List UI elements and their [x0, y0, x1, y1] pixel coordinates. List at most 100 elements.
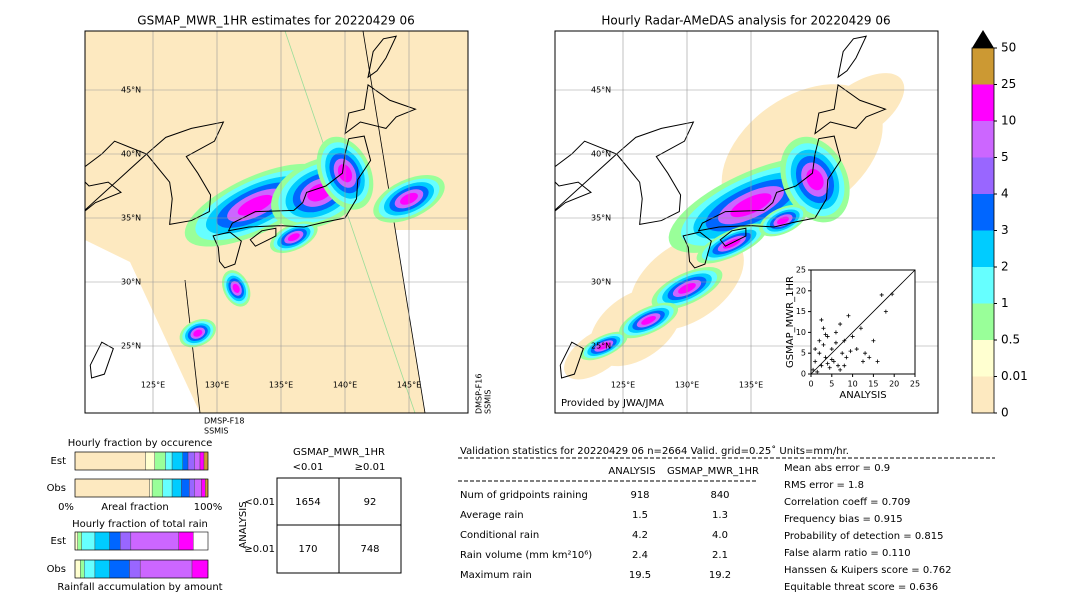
lon-label: 135°E: [739, 381, 763, 390]
colorbar-label: 0: [1001, 406, 1009, 420]
colorbar-label: 5: [1001, 150, 1009, 164]
scatter-point: [829, 347, 834, 352]
scatter-point: [821, 342, 826, 347]
fraction-segment: [94, 559, 110, 579]
row-label: Obs: [47, 564, 66, 575]
colorbar-label: 0.01: [1001, 369, 1028, 383]
panel-footer: Rainfall accumulation by amount: [57, 582, 222, 593]
colorbar-band: [972, 157, 994, 194]
scatter-point: [854, 347, 859, 352]
stat-value: 1.5: [632, 510, 648, 521]
colorbar-band: [972, 303, 994, 340]
colorbar-label: 1: [1001, 296, 1009, 310]
lat-label: 45°N: [591, 86, 611, 95]
fraction-segment: [171, 451, 183, 471]
scatter-point: [858, 326, 863, 331]
scatter-point: [815, 369, 820, 374]
scatter-point: [823, 355, 828, 360]
coastline: [344, 84, 417, 135]
stat-value: 840: [710, 490, 729, 501]
rain-area: [641, 315, 656, 325]
stat-label: Conditional rain: [460, 530, 539, 541]
rain-area: [193, 329, 203, 337]
stat-value: 1.3: [712, 510, 728, 521]
sensor-label: SSMIS: [204, 427, 229, 436]
y-tick-label: 20: [796, 286, 806, 295]
bar-frame: [74, 478, 209, 498]
scatter-point: [879, 292, 884, 297]
colorbar-band: [972, 340, 994, 377]
scatter-point: [813, 347, 818, 352]
scatter-point: [833, 340, 838, 345]
score: RMS error = 1.8: [784, 480, 864, 491]
fraction-segment: [130, 531, 179, 551]
fraction-segment: [94, 531, 110, 551]
stat-value: 4.0: [712, 530, 728, 541]
table-cell: 170: [298, 544, 317, 555]
bar-frame: [74, 559, 209, 579]
column-header: ANALYSIS: [608, 466, 655, 477]
y-tick-label: 10: [796, 328, 806, 337]
colorbar-band: [972, 376, 994, 413]
scatter-point: [842, 363, 847, 368]
score: Frequency bias = 0.915: [784, 514, 903, 525]
diagonal: [810, 269, 916, 375]
scatter-point: [838, 322, 843, 327]
scatter-point: [836, 363, 841, 368]
lat-label: 40°N: [591, 150, 611, 159]
scatter-point: [875, 359, 880, 364]
rain-area: [777, 216, 789, 225]
scatter-point: [842, 338, 847, 343]
coastline: [814, 84, 887, 135]
scatter-point: [819, 317, 824, 322]
colorbar-band: [972, 194, 994, 231]
table-title: GSMAP_MWR_1HR: [293, 447, 385, 458]
coastline: [837, 35, 868, 79]
col-label: <0.01: [293, 462, 324, 473]
row-title: ANALYSIS: [238, 501, 249, 548]
lon-label: 135°E: [269, 381, 293, 390]
scatter-point: [867, 355, 872, 360]
lat-label: 35°N: [121, 214, 141, 223]
scatter-point: [840, 351, 845, 356]
score: Equitable threat score = 0.636: [784, 582, 938, 593]
row-label: Obs: [47, 483, 66, 494]
axis-label: 0%: [58, 502, 74, 513]
coastline: [145, 121, 225, 226]
coastline: [249, 227, 277, 247]
colorbar-label: 3: [1001, 223, 1009, 237]
fraction-segment: [151, 478, 163, 498]
table-cell: 1654: [295, 497, 320, 508]
table-cell: 748: [360, 544, 379, 555]
row-label: ≥0.01: [244, 544, 275, 555]
x-tick-label: 0: [808, 380, 813, 389]
fraction-segment: [205, 478, 209, 498]
fraction-segment: [149, 478, 153, 498]
coastline: [615, 121, 695, 226]
stat-value: 19.5: [629, 570, 651, 581]
y-tick-label: 0: [801, 370, 806, 379]
fraction-segment: [181, 478, 190, 498]
scatter-point: [863, 351, 868, 356]
coastline: [212, 231, 242, 269]
scatter-point: [831, 359, 836, 364]
colorbar-band: [972, 84, 994, 121]
coastline: [682, 231, 712, 269]
lat-label: 45°N: [121, 86, 141, 95]
fraction-segment: [201, 478, 206, 498]
score: False alarm ratio = 0.110: [784, 548, 911, 559]
fraction-segment: [109, 559, 130, 579]
extend-arrow: [972, 30, 994, 48]
colorbar-label: 0.5: [1001, 333, 1020, 347]
x-tick-label: 15: [868, 380, 878, 389]
scatter-point: [833, 330, 838, 335]
coastline: [719, 227, 747, 247]
row-label: Est: [51, 456, 67, 467]
score: Hanssen & Kuipers score = 0.762: [784, 565, 951, 576]
fraction-segment: [145, 451, 156, 471]
scatter-point: [871, 338, 876, 343]
fraction-segment: [203, 451, 209, 471]
bar-frame: [74, 531, 209, 551]
lon-label: 140°E: [333, 381, 357, 390]
fraction-segment: [194, 478, 202, 498]
